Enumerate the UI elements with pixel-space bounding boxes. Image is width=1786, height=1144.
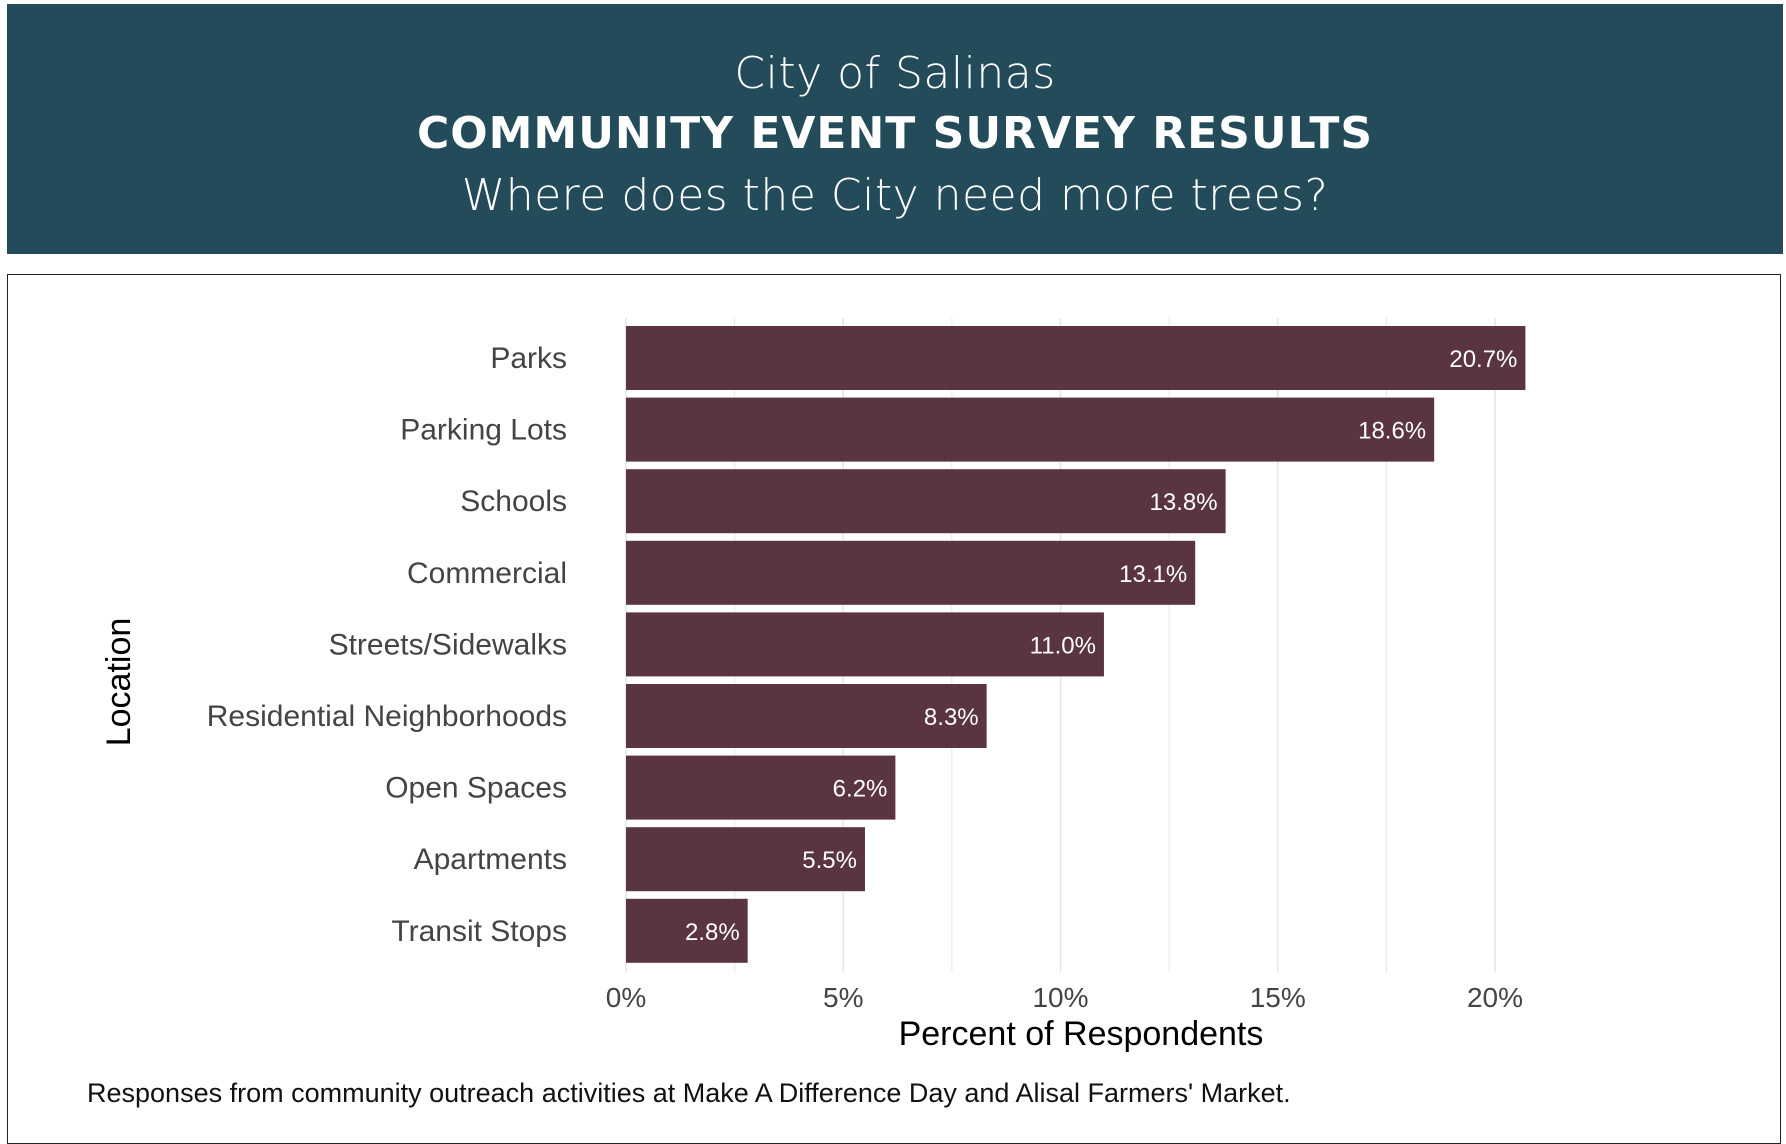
bar <box>626 684 987 748</box>
header-city-name: City of Salinas <box>734 48 1056 99</box>
x-tick-label: 20% <box>1467 982 1523 1013</box>
bar <box>626 397 1435 462</box>
value-label: 5.5% <box>802 847 857 874</box>
category-labels: Parks Parking Lots Schools Commercial Street… <box>207 342 567 948</box>
value-label: 6.2% <box>833 776 888 803</box>
header-question: Where does the City need more trees? <box>461 170 1329 221</box>
value-label: 13.8% <box>1150 489 1218 516</box>
x-tick-label: 15% <box>1250 982 1306 1013</box>
x-tick-label: 5% <box>823 982 863 1013</box>
value-label: 13.1% <box>1119 561 1187 588</box>
category-label: Parks <box>490 342 567 375</box>
category-label: Schools <box>460 485 567 518</box>
footnote-caption: Responses from community outreach activi… <box>87 1078 1291 1108</box>
value-label: 20.7% <box>1449 346 1517 373</box>
bar <box>626 755 896 820</box>
bar <box>626 898 748 963</box>
value-labels: 20.7% 18.6% 13.8% 13.1% 11.0% 8.3% 6.2% 5.5% 2.8… <box>685 346 1517 946</box>
category-label: Parking Lots <box>400 414 567 447</box>
x-tick-label: 0% <box>606 982 646 1013</box>
bar <box>626 540 1196 605</box>
value-label: 8.3% <box>924 704 979 731</box>
category-label: Commercial <box>407 557 567 590</box>
bar <box>626 326 1526 390</box>
bar <box>626 469 1226 534</box>
y-axis-title: Location <box>100 618 138 747</box>
category-label: Apartments <box>414 843 567 876</box>
header-banner: City of Salinas COMMUNITY EVENT SURVEY R… <box>7 4 1783 254</box>
bar <box>626 612 1104 677</box>
header-title: COMMUNITY EVENT SURVEY RESULTS <box>416 108 1374 159</box>
category-label: Residential Neighborhoods <box>207 700 567 733</box>
value-label: 18.6% <box>1358 418 1426 445</box>
bars <box>626 326 1526 963</box>
value-label: 11.0% <box>1030 632 1096 659</box>
value-label: 2.8% <box>685 919 740 946</box>
category-label: Streets/Sidewalks <box>329 628 567 661</box>
x-tick-labels: 0% 5% 10% 15% 20% <box>606 982 1523 1013</box>
category-label: Transit Stops <box>391 915 567 948</box>
x-tick-label: 10% <box>1032 982 1088 1013</box>
bar <box>626 827 865 892</box>
x-axis-title: Percent of Respondents <box>899 1015 1264 1053</box>
category-label: Open Spaces <box>385 772 567 805</box>
